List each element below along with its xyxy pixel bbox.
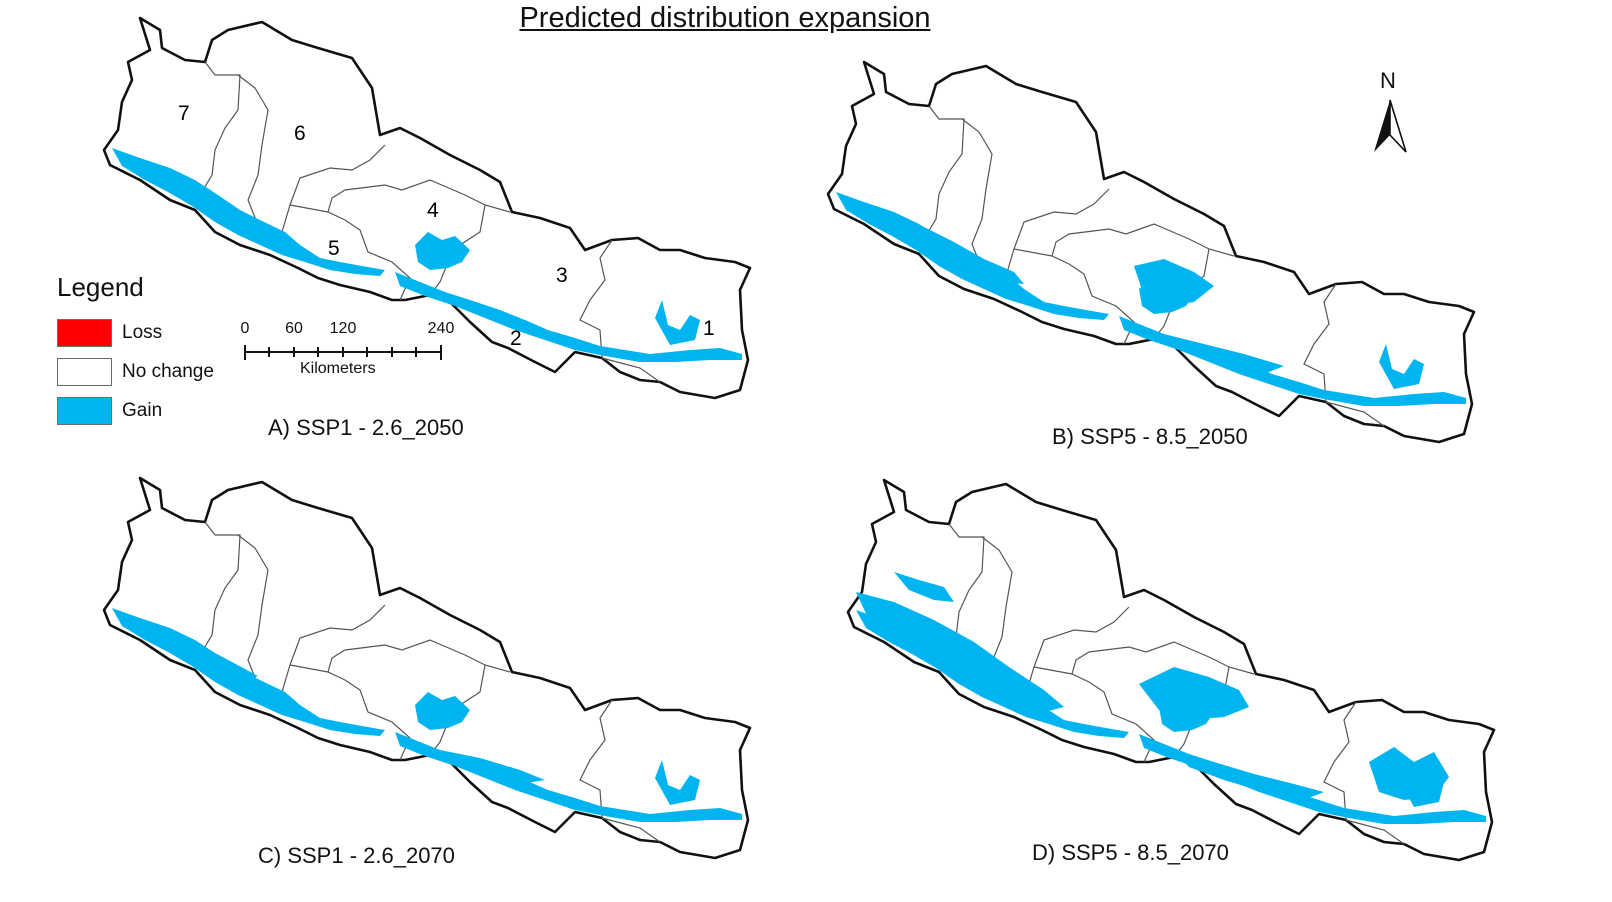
region-label-5: 5	[328, 237, 340, 260]
legend-label-gain: Gain	[122, 399, 163, 421]
legend-item-no-change: No change	[57, 352, 214, 391]
region-label-6: 6	[294, 122, 306, 145]
legend: Legend Loss No change Gain	[57, 272, 214, 430]
panel-b-label: B) SSP5 - 8.5_2050	[1052, 424, 1248, 449]
legend-swatch-loss	[57, 318, 112, 347]
region-label-2: 2	[510, 327, 522, 350]
scale-tick-240: 240	[427, 320, 455, 337]
panel-a-map: 7 6 4 5 3 2 1	[102, 16, 752, 400]
scale-bar: 0 60 120 240 Kilometers	[240, 320, 455, 380]
region-label-4: 4	[427, 199, 439, 222]
region-label-1: 1	[703, 317, 715, 340]
figure-title: Predicted distribution expansion	[519, 2, 931, 34]
legend-title: Legend	[57, 272, 144, 302]
region-label-3: 3	[556, 264, 568, 287]
panel-d-map	[846, 478, 1496, 862]
scale-unit: Kilometers	[300, 360, 376, 377]
legend-label-no-change: No change	[122, 360, 214, 382]
panel-d-label: D) SSP5 - 8.5_2070	[1032, 840, 1229, 865]
scale-tick-60: 60	[285, 320, 303, 337]
scale-bar-graphic	[244, 345, 442, 360]
panel-c-map	[102, 476, 752, 860]
legend-swatch-gain	[57, 396, 112, 425]
scale-tick-120: 120	[329, 320, 357, 337]
panel-c-label: C) SSP1 - 2.6_2070	[258, 843, 455, 868]
legend-swatch-no-change	[57, 357, 112, 386]
scale-tick-0: 0	[240, 320, 250, 337]
panel-a-label: A) SSP1 - 2.6_2050	[268, 415, 464, 440]
north-arrow	[1374, 99, 1407, 153]
legend-label-loss: Loss	[122, 321, 163, 343]
legend-item-loss: Loss	[57, 313, 214, 352]
legend-item-gain: Gain	[57, 391, 214, 430]
region-label-7: 7	[178, 102, 190, 125]
panel-b-map	[826, 60, 1476, 444]
north-letter: N	[1380, 68, 1396, 93]
